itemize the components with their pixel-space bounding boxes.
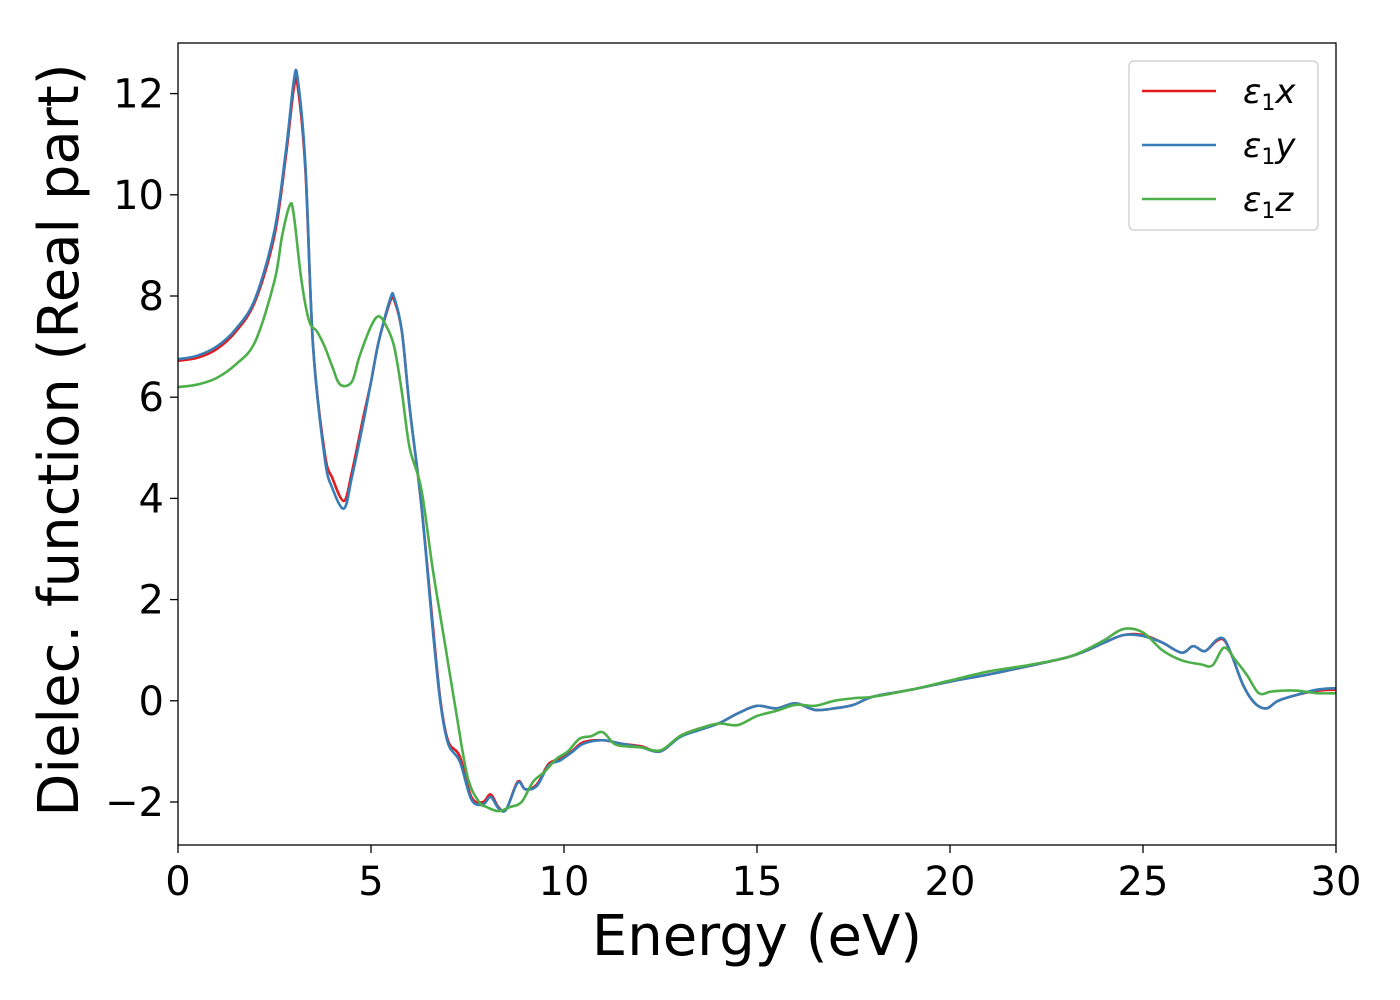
x-tick-label: 5: [358, 859, 383, 905]
legend-entry-z: ε1z: [1142, 180, 1294, 224]
y-tick-label: −2: [105, 780, 164, 826]
y-tick-label: 10: [113, 173, 164, 219]
y-tick-label: 8: [139, 274, 164, 320]
series-layer: [178, 68, 1336, 813]
y-tick-label: 12: [113, 72, 164, 118]
x-tick-label: 15: [732, 859, 783, 905]
y-tick-label: 6: [139, 375, 164, 421]
x-tick-label: 30: [1311, 859, 1362, 905]
legend-label: ε1x: [1243, 72, 1296, 116]
x-axis-title: Energy (eV): [592, 904, 922, 969]
series-line-y: [178, 68, 1336, 813]
x-axis-ticks: 0 5 10 15 20 25 30: [165, 845, 1361, 905]
series-line-z: [178, 201, 1336, 813]
x-tick-label: 0: [165, 859, 190, 905]
x-tick-label: 20: [925, 859, 976, 905]
legend-entry-x: ε1x: [1142, 72, 1296, 116]
x-tick-label: 10: [539, 859, 590, 905]
legend-label: ε1z: [1243, 180, 1294, 224]
y-axis-title: Dielec. function (Real part): [27, 63, 92, 816]
y-tick-label: 2: [139, 578, 164, 624]
legend-entry-y: ε1y: [1142, 126, 1296, 170]
y-tick-label: 0: [139, 679, 164, 725]
legend-box: [1128, 60, 1319, 231]
y-axis-ticks: −2 0 2 4 6 8 10 12: [105, 72, 178, 826]
legend-label: ε1y: [1243, 126, 1296, 170]
legend: ε1x ε1y ε1z: [1128, 60, 1319, 231]
x-tick-label: 25: [1118, 859, 1169, 905]
y-tick-label: 4: [139, 476, 164, 522]
